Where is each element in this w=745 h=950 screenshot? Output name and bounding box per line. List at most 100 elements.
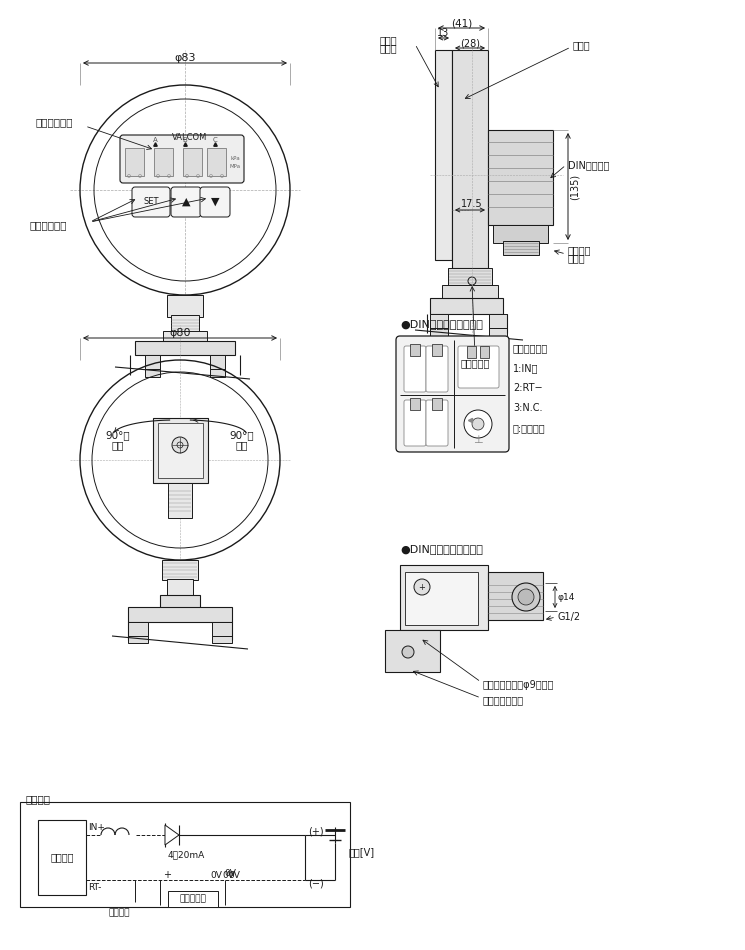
Text: 設定スイッチ: 設定スイッチ [30, 220, 68, 230]
Bar [171, 315, 199, 333]
Text: 2:RT−: 2:RT− [513, 383, 542, 393]
Bar [162, 560, 198, 580]
Text: (−): (−) [308, 878, 324, 888]
Bar [385, 630, 440, 672]
Text: コネクタベース: コネクタベース [483, 695, 524, 705]
Text: 回転: 回転 [112, 440, 124, 450]
Bar [145, 369, 160, 377]
FancyBboxPatch shape [426, 400, 448, 446]
Bar [210, 369, 225, 377]
Bar [207, 148, 226, 176]
Bar [452, 50, 488, 268]
Text: 出力仕様: 出力仕様 [25, 794, 50, 804]
Bar [145, 355, 160, 369]
Text: 13: 13 [437, 28, 450, 38]
Text: シールド: シールド [109, 908, 130, 918]
Text: 0V: 0V [228, 870, 240, 880]
Bar [212, 622, 232, 636]
Text: 0V: 0V [224, 869, 236, 879]
Text: G1/2: G1/2 [558, 612, 581, 622]
Text: C: C [212, 137, 218, 143]
Text: 1:IN＋: 1:IN＋ [513, 363, 539, 373]
Text: 電源[V]: 電源[V] [349, 847, 375, 858]
Circle shape [172, 437, 188, 453]
Text: B: B [183, 137, 188, 143]
Text: ⏚:シールド: ⏚:シールド [513, 423, 545, 433]
Text: 電気結線方法: 電気結線方法 [513, 343, 548, 353]
Bar [163, 331, 207, 343]
Circle shape [518, 589, 534, 605]
Circle shape [512, 583, 540, 611]
Circle shape [464, 410, 492, 438]
Text: +: + [163, 870, 171, 880]
Text: ケーブル: ケーブル [568, 245, 592, 255]
Bar [493, 225, 548, 243]
Text: レシーバー: レシーバー [180, 895, 206, 903]
Bar [128, 622, 148, 636]
Text: VALCOM: VALCOM [172, 134, 208, 142]
Text: ⊥: ⊥ [473, 435, 483, 445]
Bar [210, 355, 225, 369]
Bar [480, 346, 489, 358]
Bar [467, 346, 476, 358]
Bar [168, 483, 192, 518]
Text: SET: SET [143, 198, 159, 206]
FancyBboxPatch shape [458, 346, 499, 388]
Bar [125, 148, 144, 176]
Bar [20, 802, 350, 907]
Text: +: + [419, 582, 425, 592]
Bar [157, 423, 203, 478]
Bar [135, 341, 235, 355]
FancyBboxPatch shape [426, 346, 448, 392]
Text: ▼: ▼ [211, 197, 219, 207]
Text: ゴムブッシュ（φ9以下）: ゴムブッシュ（φ9以下） [483, 680, 554, 690]
Bar [488, 572, 543, 620]
FancyBboxPatch shape [200, 187, 230, 217]
Bar [153, 417, 208, 483]
Bar [410, 398, 420, 410]
FancyBboxPatch shape [404, 346, 426, 392]
Text: 0V: 0V [222, 870, 234, 880]
Bar [160, 595, 200, 608]
Bar [435, 50, 452, 260]
Text: 4～20mA: 4～20mA [168, 850, 206, 860]
Text: 17.5: 17.5 [461, 199, 483, 209]
Text: φ14: φ14 [558, 593, 575, 601]
Text: 90°毎: 90°毎 [229, 430, 254, 440]
FancyBboxPatch shape [132, 187, 170, 217]
Text: 90°毎: 90°毎 [106, 430, 130, 440]
Bar [154, 148, 173, 176]
Text: ディスプレイ: ディスプレイ [35, 117, 72, 127]
Bar [400, 565, 488, 630]
Bar [212, 636, 232, 643]
Polygon shape [165, 825, 179, 845]
Text: A: A [153, 137, 157, 143]
Bar [432, 344, 442, 356]
Text: (41): (41) [451, 18, 472, 28]
Circle shape [402, 646, 414, 658]
Bar [128, 607, 232, 622]
Text: 大気開放穴: 大気開放穴 [460, 358, 489, 368]
Bar [430, 328, 448, 336]
Bar [167, 579, 193, 596]
Text: MPa: MPa [229, 163, 241, 168]
Bar [503, 241, 539, 255]
Text: 0V: 0V [210, 870, 222, 880]
FancyBboxPatch shape [120, 135, 244, 183]
Text: (+): (+) [308, 827, 323, 837]
Text: ●DINコネクタ内部構造: ●DINコネクタ内部構造 [400, 544, 483, 554]
Text: リング: リング [380, 35, 398, 45]
Text: kPa: kPa [230, 156, 240, 161]
Text: (28): (28) [460, 38, 480, 48]
Bar [448, 268, 492, 286]
Text: 回転: 回転 [235, 440, 248, 450]
Text: ●DINコネクタ内部端子: ●DINコネクタ内部端子 [400, 319, 483, 329]
Text: ボディ: ボディ [573, 40, 591, 50]
Bar [38, 820, 86, 895]
Text: ▲: ▲ [182, 197, 190, 207]
Bar [489, 328, 507, 336]
Bar [168, 891, 218, 907]
Bar [442, 285, 498, 300]
Text: IN+: IN+ [88, 823, 105, 832]
Bar [489, 314, 507, 328]
